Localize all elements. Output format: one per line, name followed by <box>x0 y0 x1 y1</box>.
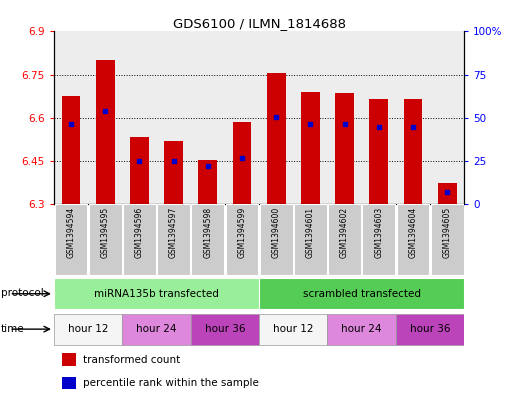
Text: hour 36: hour 36 <box>410 324 450 334</box>
Text: GSM1394601: GSM1394601 <box>306 207 315 258</box>
FancyBboxPatch shape <box>431 204 464 275</box>
Text: transformed count: transformed count <box>83 354 180 365</box>
Bar <box>438 183 457 204</box>
Bar <box>396 31 430 204</box>
FancyBboxPatch shape <box>157 204 190 275</box>
Text: percentile rank within the sample: percentile rank within the sample <box>83 378 259 388</box>
Text: GSM1394597: GSM1394597 <box>169 207 178 259</box>
Bar <box>62 377 76 389</box>
FancyBboxPatch shape <box>397 204 429 275</box>
Bar <box>259 31 293 204</box>
FancyBboxPatch shape <box>259 314 327 345</box>
FancyBboxPatch shape <box>54 204 87 275</box>
Text: time: time <box>1 324 24 334</box>
Text: hour 24: hour 24 <box>136 324 176 334</box>
FancyBboxPatch shape <box>362 204 395 275</box>
FancyBboxPatch shape <box>294 204 327 275</box>
Bar <box>430 31 464 204</box>
Bar <box>54 31 88 204</box>
FancyBboxPatch shape <box>396 314 464 345</box>
FancyBboxPatch shape <box>259 278 464 309</box>
Text: GSM1394599: GSM1394599 <box>238 207 246 259</box>
FancyBboxPatch shape <box>191 204 224 275</box>
Bar <box>225 31 259 204</box>
Bar <box>404 99 422 204</box>
Bar <box>335 94 354 204</box>
Text: GSM1394596: GSM1394596 <box>135 207 144 259</box>
Text: GSM1394598: GSM1394598 <box>203 207 212 258</box>
Bar <box>362 31 396 204</box>
Text: scrambled transfected: scrambled transfected <box>303 289 421 299</box>
FancyBboxPatch shape <box>54 314 122 345</box>
FancyBboxPatch shape <box>327 314 396 345</box>
FancyBboxPatch shape <box>122 314 191 345</box>
Text: hour 36: hour 36 <box>205 324 245 334</box>
Bar <box>267 73 286 204</box>
Bar <box>191 31 225 204</box>
Text: protocol: protocol <box>1 288 43 298</box>
Text: hour 12: hour 12 <box>68 324 108 334</box>
Bar <box>130 137 149 204</box>
FancyBboxPatch shape <box>260 204 292 275</box>
FancyBboxPatch shape <box>123 204 156 275</box>
FancyBboxPatch shape <box>328 204 361 275</box>
Bar <box>199 160 217 204</box>
Bar <box>62 353 76 366</box>
Bar <box>164 141 183 204</box>
Text: miRNA135b transfected: miRNA135b transfected <box>94 289 219 299</box>
Text: GSM1394594: GSM1394594 <box>67 207 75 259</box>
Bar <box>122 31 156 204</box>
FancyBboxPatch shape <box>191 314 259 345</box>
Bar <box>96 60 114 204</box>
Bar <box>156 31 191 204</box>
FancyBboxPatch shape <box>226 204 259 275</box>
Bar <box>293 31 327 204</box>
Text: GSM1394600: GSM1394600 <box>272 207 281 259</box>
Text: hour 12: hour 12 <box>273 324 313 334</box>
FancyBboxPatch shape <box>89 204 122 275</box>
Text: GSM1394604: GSM1394604 <box>408 207 418 259</box>
Bar <box>327 31 362 204</box>
Bar <box>301 92 320 204</box>
Text: hour 24: hour 24 <box>342 324 382 334</box>
Bar <box>62 96 81 204</box>
Bar <box>88 31 122 204</box>
Title: GDS6100 / ILMN_1814688: GDS6100 / ILMN_1814688 <box>172 17 346 30</box>
Bar <box>369 99 388 204</box>
Text: GSM1394603: GSM1394603 <box>374 207 383 259</box>
FancyBboxPatch shape <box>54 278 259 309</box>
Text: GSM1394595: GSM1394595 <box>101 207 110 259</box>
Text: GSM1394605: GSM1394605 <box>443 207 451 259</box>
Bar <box>232 122 251 204</box>
Text: GSM1394602: GSM1394602 <box>340 207 349 258</box>
